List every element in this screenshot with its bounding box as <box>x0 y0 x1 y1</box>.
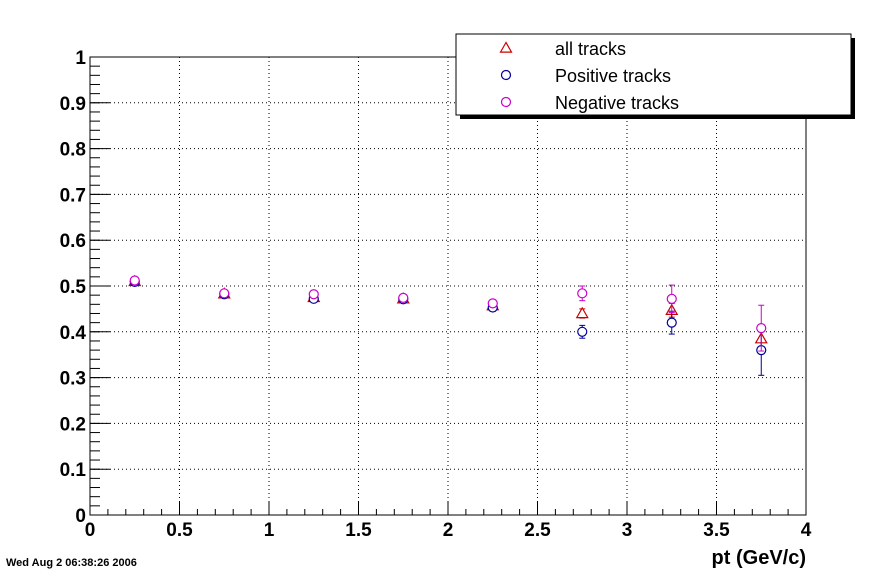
x-tick-label: 0 <box>85 520 96 541</box>
legend-entries: all tracks Positive tracks Negative tracks <box>499 39 679 113</box>
y-tick-label: 0.2 <box>60 414 86 435</box>
legend-marker <box>500 96 512 108</box>
data-marks <box>128 274 768 376</box>
data-point <box>577 326 588 337</box>
data-point <box>487 298 498 309</box>
data-point <box>577 288 588 299</box>
data-point <box>575 306 589 319</box>
data-point <box>398 292 409 304</box>
data-point <box>219 288 230 299</box>
y-tick-label: 0.1 <box>60 460 87 481</box>
y-tick-label: 0.5 <box>60 277 87 298</box>
x-tick-label: 4 <box>801 520 812 541</box>
axis-ticks <box>89 56 807 516</box>
y-tick-labels: 0 0.1 0.2 0.3 0.4 0.5 0.6 0.7 0.8 0.9 1 <box>60 48 87 527</box>
x-tick-label: 1 <box>264 520 275 541</box>
y-tick-label: 1 <box>75 48 86 69</box>
data-point <box>308 289 319 300</box>
y-tick-label: 0.3 <box>60 369 86 390</box>
y-tick-label: 0.6 <box>60 231 86 252</box>
legend-entry: Positive tracks <box>500 66 671 86</box>
legend-label: all tracks <box>555 39 626 59</box>
data-point <box>666 317 677 328</box>
legend-box <box>455 33 852 116</box>
legend-label: Positive tracks <box>555 66 671 86</box>
x-tick-labels: 0 0.5 1 1.5 2 2.5 3 3.5 4 <box>85 520 812 541</box>
x-tick-label: 2.5 <box>524 520 551 541</box>
legend-entry: all tracks <box>499 39 626 59</box>
data-point <box>756 323 767 334</box>
data-point <box>666 293 677 304</box>
legend-entry: Negative tracks <box>500 93 679 113</box>
grid <box>90 57 806 515</box>
x-tick-label: 3 <box>622 520 633 541</box>
data-point <box>129 275 140 286</box>
x-tick-label: 0.5 <box>166 520 193 541</box>
x-tick-label: 1.5 <box>345 520 372 541</box>
y-tick-label: 0 <box>75 506 86 527</box>
x-tick-label: 3.5 <box>703 520 730 541</box>
legend-label: Negative tracks <box>555 93 679 113</box>
legend: all tracks Positive tracks Negative tracks <box>455 33 855 119</box>
y-tick-label: 0.7 <box>60 185 86 206</box>
y-tick-label: 0.9 <box>60 94 86 115</box>
timestamp: Wed Aug 2 06:38:26 2006 <box>6 557 137 569</box>
legend-marker <box>500 69 512 81</box>
y-tick-label: 0.4 <box>60 323 87 344</box>
legend-marker <box>499 41 513 53</box>
x-axis-title: pt (GeV/c) <box>712 547 806 569</box>
x-tick-label: 2 <box>443 520 454 541</box>
y-tick-label: 0.8 <box>60 140 86 161</box>
series-negative-tracks <box>129 275 767 352</box>
